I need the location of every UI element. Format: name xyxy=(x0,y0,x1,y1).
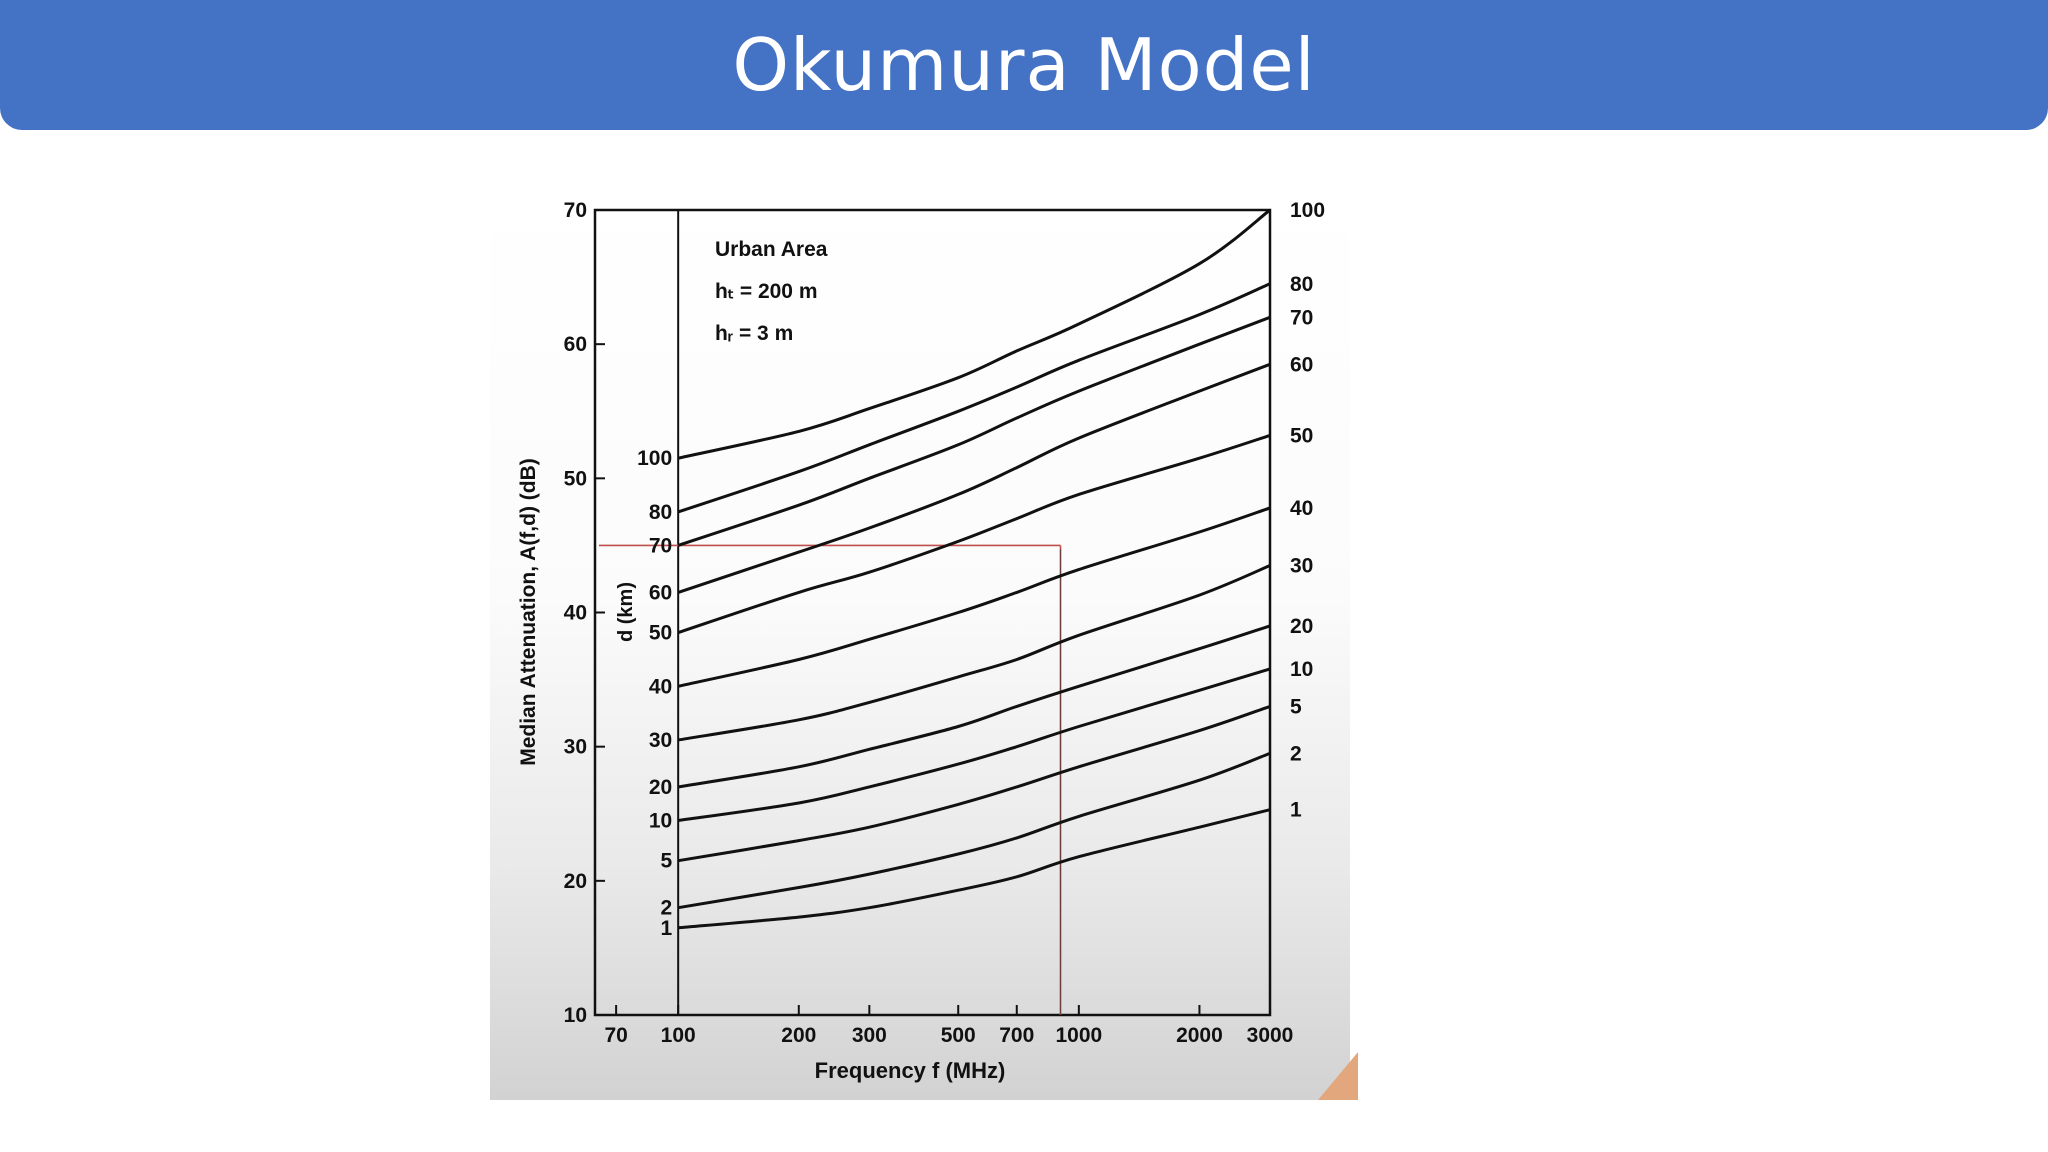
curve-label-left-5: 5 xyxy=(660,850,672,873)
chart-axes: 10 20 30 40 50 60 70 70 100 200 300 500 700 1000 2000 3… xyxy=(564,199,1294,1047)
x-tick-label: 700 xyxy=(999,1024,1034,1047)
curve-label-right-10: 10 xyxy=(1290,658,1313,681)
curve-d-60km xyxy=(677,362,1271,594)
curve-label-right-20: 20 xyxy=(1290,615,1313,638)
title-bar: Okumura Model xyxy=(0,0,2048,130)
curve-label-left-20: 20 xyxy=(649,776,672,799)
y-tick-label: 60 xyxy=(564,333,587,356)
curve-label-left-30: 30 xyxy=(649,729,672,752)
x-tick-label: 1000 xyxy=(1055,1024,1102,1047)
slide-title: Okumura Model xyxy=(732,23,1316,107)
x-tick-label: 100 xyxy=(661,1024,696,1047)
x-axis-label: Frequency f (MHz) xyxy=(815,1058,1006,1083)
curve-d-70km xyxy=(677,315,1271,547)
curve-d-5km xyxy=(677,704,1271,863)
curve-d-80km xyxy=(677,282,1271,514)
curve-labels: 100 100 80 80 70 70 60 60 50 50 40 40 30 30 20 20 10 10 5 5… xyxy=(637,199,1325,940)
curve-label-right-2: 2 xyxy=(1290,742,1302,765)
okumura-chart: 10 20 30 40 50 60 70 70 100 200 300 500 700 1000 2000 3… xyxy=(517,199,1325,1083)
x-tick-label: 70 xyxy=(604,1024,627,1047)
curve-label-right-100: 100 xyxy=(1290,199,1325,222)
x-tick-label: 500 xyxy=(941,1024,976,1047)
curve-label-right-80: 80 xyxy=(1290,273,1313,296)
curve-label-left-100: 100 xyxy=(637,447,672,470)
curve-label-left-70: 70 xyxy=(649,534,672,557)
x-tick-label: 200 xyxy=(781,1024,816,1047)
y-tick-label: 70 xyxy=(564,199,587,222)
curve-label-right-40: 40 xyxy=(1290,497,1313,520)
y-tick-label: 20 xyxy=(564,870,587,893)
y-tick-label: 30 xyxy=(564,736,587,759)
y-tick-label: 50 xyxy=(564,467,587,490)
curve-d-30km xyxy=(677,564,1271,742)
curve-d-1km xyxy=(678,808,1271,930)
curve-label-left-60: 60 xyxy=(649,581,672,604)
curve-label-left-1: 1 xyxy=(660,917,672,940)
curve-label-right-30: 30 xyxy=(1290,555,1313,578)
curve-d-10km xyxy=(677,667,1271,822)
curve-label-left-80: 80 xyxy=(649,501,672,524)
curve-label-left-10: 10 xyxy=(649,809,672,832)
curve-label-right-50: 50 xyxy=(1290,424,1313,447)
curve-label-right-1: 1 xyxy=(1290,799,1302,822)
y-tick-label: 10 xyxy=(564,1004,587,1027)
reference-lines xyxy=(599,544,1062,1015)
curves xyxy=(677,208,1271,930)
y-axis-label: Median Attenuation, A(f,d) (dB) xyxy=(517,458,540,766)
curve-label-right-5: 5 xyxy=(1290,695,1302,718)
curve-d-40km xyxy=(677,506,1271,688)
x-tick-label: 2000 xyxy=(1176,1024,1223,1047)
curve-d-50km xyxy=(677,433,1271,635)
curve-label-right-70: 70 xyxy=(1290,306,1313,329)
x-tick-label: 300 xyxy=(852,1024,887,1047)
curve-label-left-50: 50 xyxy=(649,622,672,645)
curve-label-left-2: 2 xyxy=(660,897,672,920)
d-km-label: d (km) xyxy=(615,582,637,642)
annotation-ht: hₜ = 200 m xyxy=(715,280,818,303)
annotation-urban-area: Urban Area xyxy=(715,238,828,261)
x-tick-label: 3000 xyxy=(1247,1024,1294,1047)
okumura-figure: 10 20 30 40 50 60 70 70 100 200 300 500 700 1000 2000 3… xyxy=(490,190,1350,1100)
curve-label-right-60: 60 xyxy=(1290,353,1313,376)
curve-d-20km xyxy=(677,624,1271,789)
annotation-hr: hᵣ = 3 m xyxy=(715,322,793,345)
curve-d-2km xyxy=(677,751,1271,910)
curve-d-100km xyxy=(677,208,1271,460)
curve-label-left-40: 40 xyxy=(649,675,672,698)
y-tick-label: 40 xyxy=(564,602,587,625)
